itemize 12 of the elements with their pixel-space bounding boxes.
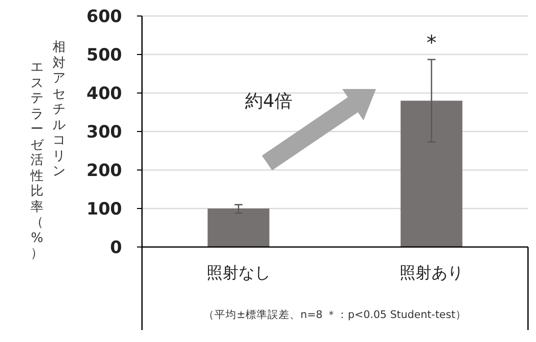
- annotation: *: [426, 30, 436, 55]
- y-tick-label: 200: [86, 161, 122, 181]
- y-tick-label: 400: [86, 84, 122, 104]
- text: （平均±標準誤差、n=8 ＊：p<0.05 Student-test）: [204, 308, 466, 321]
- y-tick-label: 300: [86, 122, 122, 142]
- x-tick-label: 照射なし: [206, 263, 270, 282]
- annotation: 約4倍: [245, 91, 292, 112]
- y-tick-label: 100: [86, 200, 122, 220]
- x-tick-label: 照射あり: [400, 263, 464, 282]
- y-tick-label: 600: [86, 7, 122, 27]
- y-tick-label: 0: [110, 238, 122, 258]
- y-tick-label: 500: [86, 46, 122, 66]
